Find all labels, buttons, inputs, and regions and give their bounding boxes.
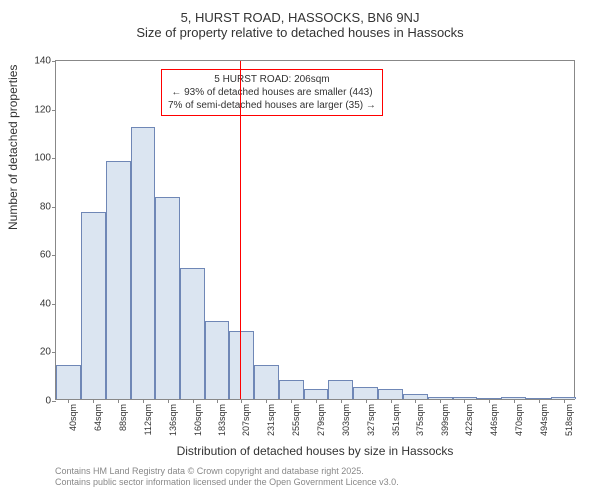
x-axis-label: Distribution of detached houses by size … (55, 444, 575, 458)
x-tick-label: 88sqm (118, 404, 128, 431)
x-tick-label: 518sqm (564, 404, 574, 436)
x-tick-label: 136sqm (168, 404, 178, 436)
histogram-bar (378, 389, 403, 399)
y-tick-mark (52, 61, 56, 62)
x-tick-mark (391, 399, 392, 403)
y-tick-mark (52, 352, 56, 353)
y-tick-mark (52, 110, 56, 111)
x-tick-label: 422sqm (464, 404, 474, 436)
x-tick-mark (440, 399, 441, 403)
x-tick-label: 40sqm (68, 404, 78, 431)
annotation-line2: ← 93% of detached houses are smaller (44… (168, 86, 376, 99)
annotation-box: 5 HURST ROAD: 206sqm ← 93% of detached h… (161, 69, 383, 116)
histogram-bar (229, 331, 254, 399)
x-tick-label: 303sqm (341, 404, 351, 436)
x-tick-mark (118, 399, 119, 403)
histogram-bar (453, 397, 477, 399)
x-tick-label: 351sqm (391, 404, 401, 436)
histogram-bar (428, 397, 453, 399)
x-tick-mark (68, 399, 69, 403)
x-tick-mark (464, 399, 465, 403)
x-tick-label: 207sqm (241, 404, 251, 436)
histogram-bar (81, 212, 106, 399)
y-tick-mark (52, 304, 56, 305)
x-tick-label: 112sqm (143, 404, 153, 435)
histogram-bar (304, 389, 329, 399)
histogram-bar (328, 380, 353, 399)
histogram-bar (477, 398, 502, 399)
x-tick-mark (217, 399, 218, 403)
x-tick-mark (291, 399, 292, 403)
y-tick-mark (52, 255, 56, 256)
footer-line2: Contains public sector information licen… (55, 477, 399, 488)
x-tick-label: 231sqm (266, 404, 276, 436)
histogram-bar (131, 127, 156, 399)
histogram-bar (501, 397, 526, 399)
x-tick-mark (366, 399, 367, 403)
histogram-bar (180, 268, 205, 399)
y-axis-label: Number of detached properties (6, 65, 20, 230)
chart-footer: Contains HM Land Registry data © Crown c… (55, 466, 399, 488)
y-tick-mark (52, 158, 56, 159)
x-tick-mark (241, 399, 242, 403)
x-tick-label: 183sqm (217, 404, 227, 436)
x-tick-label: 375sqm (415, 404, 425, 436)
histogram-bar (551, 397, 576, 399)
x-tick-mark (316, 399, 317, 403)
x-tick-label: 470sqm (514, 404, 524, 436)
histogram-bar (155, 197, 180, 399)
x-tick-label: 255sqm (291, 404, 301, 436)
x-tick-label: 399sqm (440, 404, 450, 436)
footer-line1: Contains HM Land Registry data © Crown c… (55, 466, 399, 477)
histogram-bar (353, 387, 378, 399)
x-tick-mark (341, 399, 342, 403)
x-tick-mark (266, 399, 267, 403)
plot-area: 5 HURST ROAD: 206sqm ← 93% of detached h… (55, 60, 575, 400)
histogram-bar (56, 365, 81, 399)
annotation-line3: 7% of semi-detached houses are larger (3… (168, 99, 376, 112)
x-tick-mark (193, 399, 194, 403)
x-tick-label: 494sqm (539, 404, 549, 436)
histogram-bar (403, 394, 428, 399)
x-tick-mark (489, 399, 490, 403)
chart-title-line2: Size of property relative to detached ho… (0, 25, 600, 40)
x-tick-mark (93, 399, 94, 403)
histogram-chart: 5, HURST ROAD, HASSOCKS, BN6 9NJ Size of… (0, 10, 600, 490)
histogram-bar (106, 161, 131, 399)
x-tick-mark (168, 399, 169, 403)
x-tick-mark (539, 399, 540, 403)
chart-title-line1: 5, HURST ROAD, HASSOCKS, BN6 9NJ (0, 10, 600, 25)
x-tick-label: 64sqm (93, 404, 103, 431)
histogram-bar (279, 380, 304, 399)
x-tick-label: 446sqm (489, 404, 499, 436)
annotation-line1: 5 HURST ROAD: 206sqm (168, 73, 376, 86)
histogram-bar (205, 321, 229, 399)
marker-line (240, 61, 241, 399)
x-tick-mark (415, 399, 416, 403)
y-tick-mark (52, 401, 56, 402)
histogram-bar (526, 398, 551, 399)
x-tick-mark (514, 399, 515, 403)
x-tick-label: 160sqm (193, 404, 203, 436)
x-tick-mark (564, 399, 565, 403)
x-tick-label: 279sqm (316, 404, 326, 436)
x-tick-label: 327sqm (366, 404, 376, 436)
histogram-bar (254, 365, 279, 399)
x-tick-mark (143, 399, 144, 403)
y-tick-mark (52, 207, 56, 208)
